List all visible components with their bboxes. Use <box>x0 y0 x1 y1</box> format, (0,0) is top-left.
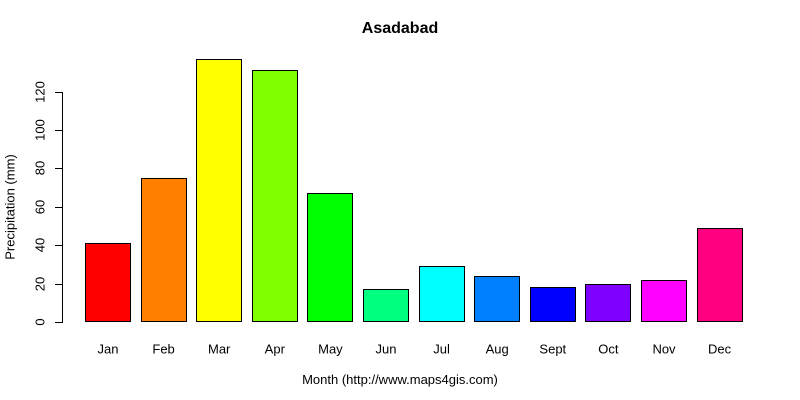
bar-jul <box>418 266 465 322</box>
y-tick-label: 100 <box>32 119 48 141</box>
y-tick-mark <box>55 322 62 323</box>
y-tick-label: 40 <box>32 237 48 253</box>
y-axis-line <box>62 91 63 323</box>
x-tick-label-apr: Apr <box>264 341 285 357</box>
x-tick-label-dec: Dec <box>708 341 732 357</box>
y-tick-mark <box>55 206 62 208</box>
y-tick-label: 120 <box>32 80 48 103</box>
x-tick-label-aug: Aug <box>485 341 509 357</box>
chart-title: Asadabad <box>361 20 439 37</box>
y-tick-label: 80 <box>32 161 48 176</box>
bar-mar <box>196 59 243 322</box>
y-tick-label: 20 <box>32 276 48 291</box>
bar-nov <box>641 280 687 322</box>
y-tick-mark <box>55 91 62 93</box>
y-axis-title: Precipitation (mm) <box>2 154 18 260</box>
bar-dec <box>696 228 743 322</box>
x-tick-label-jan: Jan <box>97 341 119 357</box>
bar-may <box>307 193 354 322</box>
y-tick-label: 0 <box>32 318 48 326</box>
x-tick-label-feb: Feb <box>152 341 175 357</box>
bar-jan <box>85 243 131 322</box>
y-tick-label: 60 <box>32 199 48 214</box>
y-tick-mark <box>55 245 62 247</box>
y-tick-mark <box>55 283 62 285</box>
bar-oct <box>585 284 632 322</box>
bar-sept <box>529 287 576 322</box>
y-tick-mark <box>55 168 62 170</box>
bar-aug <box>474 276 521 322</box>
x-tick-label-mar: Mar <box>207 341 231 357</box>
bar-feb <box>140 178 187 322</box>
x-tick-label-may: May <box>318 341 343 357</box>
bar-jun <box>363 289 409 322</box>
bar-apr <box>251 70 298 322</box>
x-tick-label-nov: Nov <box>652 341 676 357</box>
y-tick-mark <box>55 129 62 131</box>
x-axis-title: Month (http://www.maps4gis.com) <box>302 372 498 387</box>
x-tick-label-sept: Sept <box>539 341 567 357</box>
x-tick-label-jun: Jun <box>375 341 397 357</box>
x-tick-label-jul: Jul <box>433 341 450 357</box>
x-tick-label-oct: Oct <box>598 341 619 357</box>
